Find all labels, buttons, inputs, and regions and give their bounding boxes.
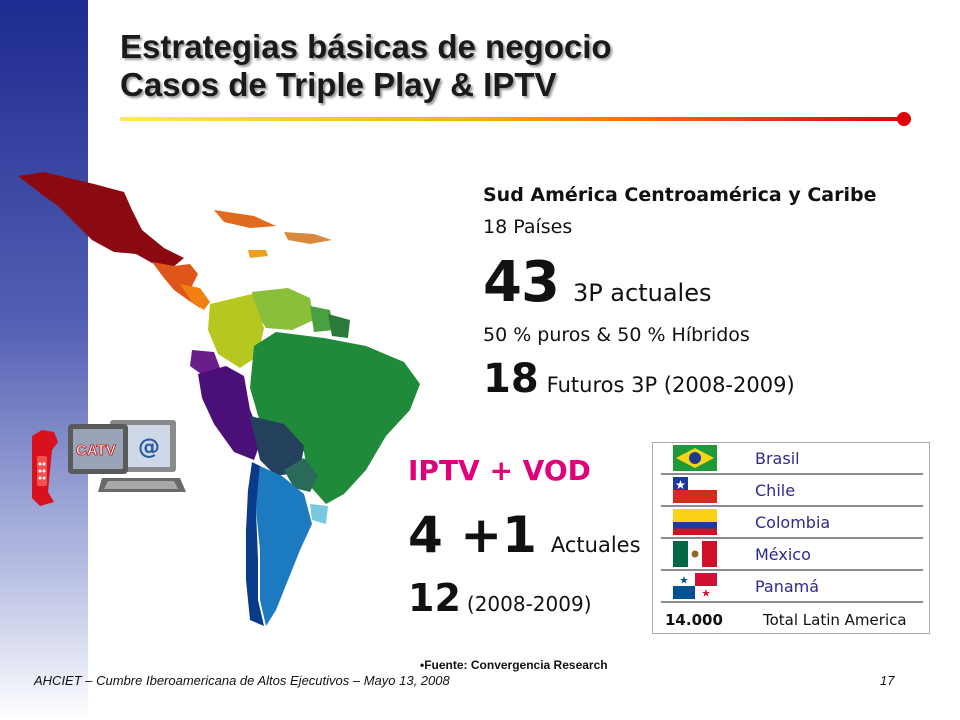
- table-row: Colombia: [661, 507, 923, 539]
- table-row: México: [661, 539, 923, 571]
- chile-flag-icon: [673, 477, 717, 503]
- operator-mix: 50 % puros & 50 % Híbridos: [483, 324, 750, 346]
- map-region-caribbean: [214, 210, 276, 228]
- countries-label: Países: [513, 216, 573, 238]
- region-heading: Sud América Centroamérica y Caribe: [483, 184, 877, 206]
- total-value: 14.000: [665, 611, 723, 629]
- table-total-row: 14.000 Total Latin America: [661, 607, 923, 633]
- map-region-chile: [246, 462, 264, 626]
- total-label: Total Latin America: [763, 611, 907, 629]
- country-name: México: [755, 545, 811, 564]
- catv-label: CATV: [76, 442, 116, 459]
- iptv-current-value: 4 +1: [408, 506, 537, 564]
- title-underline: [120, 117, 906, 121]
- table-row: Chile: [661, 475, 923, 507]
- iptv-current-label: Actuales: [550, 533, 641, 557]
- brazil-flag-icon: [673, 445, 717, 471]
- panama-flag-icon: [673, 573, 717, 599]
- title-underline-dot: [897, 112, 911, 126]
- map-region-peru: [198, 366, 262, 460]
- iptv-current: 4 +1 Actuales: [408, 506, 641, 564]
- telephone-icon: [32, 430, 58, 506]
- future-3p: 18 Futuros 3P (2008-2009): [483, 356, 795, 402]
- table-row: Brasil: [661, 443, 923, 475]
- future-3p-label: Futuros 3P (2008-2009): [546, 373, 795, 397]
- map-region-suriname: [328, 314, 350, 338]
- map-region-colombia: [208, 294, 264, 368]
- current-3p-value: 43: [483, 250, 560, 315]
- footer-event: AHCIET – Cumbre Iberoamericana de Altos …: [34, 673, 450, 688]
- iptv-future-value: 12: [408, 576, 461, 620]
- slide-title: Estrategias básicas de negocio Casos de …: [120, 28, 900, 104]
- triple-play-devices-illustration: @ CATV: [32, 420, 186, 506]
- future-3p-value: 18: [483, 356, 539, 402]
- tv-icon: CATV: [68, 424, 128, 474]
- country-name: Colombia: [755, 513, 831, 532]
- source-note: •Fuente: Convergencia Research: [420, 658, 608, 672]
- title-line-1: Estrategias básicas de negocio: [120, 28, 612, 65]
- country-name: Brasil: [755, 449, 800, 468]
- page-number: 17: [880, 673, 895, 688]
- map-region-central-south: [180, 284, 210, 310]
- country-table: Brasil Chile Colombia México: [652, 442, 930, 634]
- current-3p: 43 3P actuales: [483, 250, 711, 315]
- map-region-caribbean-2: [284, 232, 332, 244]
- colombia-flag-icon: [673, 509, 717, 535]
- latin-america-map: [18, 172, 420, 626]
- map-region-uruguay: [310, 504, 328, 524]
- country-name: Panamá: [755, 577, 820, 596]
- map-region-ecuador: [190, 350, 220, 376]
- map-region-guyana: [310, 306, 334, 332]
- table-row: Panamá: [661, 571, 923, 603]
- countries-count: 18 Países: [483, 216, 572, 238]
- map-region-argentina: [256, 466, 312, 626]
- iptv-future: 12 (2008-2009): [408, 576, 592, 620]
- map-region-mexico: [18, 172, 184, 268]
- title-line-2: Casos de Triple Play & IPTV: [120, 66, 557, 103]
- map-region-bolivia: [250, 416, 304, 476]
- map-region-paraguay: [284, 458, 318, 492]
- slide-sidebar: [0, 0, 88, 720]
- current-3p-label: 3P actuales: [572, 279, 712, 307]
- iptv-title: IPTV + VOD: [408, 454, 591, 487]
- country-name: Chile: [755, 481, 796, 500]
- map-region-brazil: [250, 332, 420, 504]
- iptv-future-label: (2008-2009): [466, 592, 592, 616]
- map-region-venezuela: [252, 288, 314, 330]
- map-region-caribbean-3: [248, 250, 268, 258]
- countries-value: 18: [483, 216, 508, 238]
- computer-screen-symbol: @: [138, 435, 160, 460]
- mexico-flag-icon: [673, 541, 717, 567]
